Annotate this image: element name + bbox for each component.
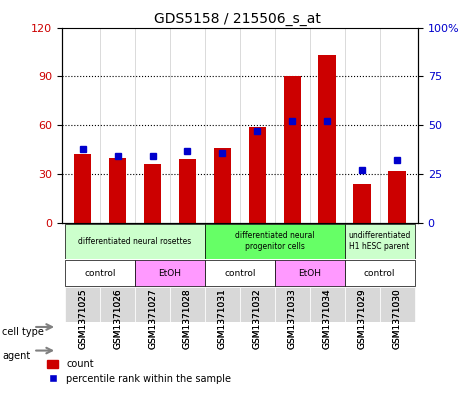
- Text: EtOH: EtOH: [159, 269, 181, 278]
- FancyBboxPatch shape: [240, 287, 275, 322]
- Bar: [74, 154, 91, 223]
- FancyBboxPatch shape: [135, 287, 170, 322]
- Legend: count, percentile rank within the sample: count, percentile rank within the sample: [43, 356, 235, 388]
- Text: GSM1371032: GSM1371032: [253, 288, 262, 349]
- FancyBboxPatch shape: [345, 224, 415, 259]
- Text: differentiated neural rosettes: differentiated neural rosettes: [78, 237, 192, 246]
- FancyBboxPatch shape: [100, 287, 135, 322]
- Text: GSM1371031: GSM1371031: [218, 288, 227, 349]
- FancyBboxPatch shape: [205, 260, 275, 286]
- Text: GSM1371029: GSM1371029: [358, 288, 367, 349]
- FancyBboxPatch shape: [380, 287, 415, 322]
- Bar: [144, 164, 162, 223]
- Text: GSM1371025: GSM1371025: [78, 288, 87, 349]
- Text: GSM1371027: GSM1371027: [148, 288, 157, 349]
- Bar: [248, 127, 266, 223]
- Text: GSM1371033: GSM1371033: [288, 288, 297, 349]
- Bar: [179, 159, 196, 223]
- Bar: [109, 158, 126, 223]
- Text: undifferentiated
H1 hESC parent: undifferentiated H1 hESC parent: [348, 231, 411, 251]
- Bar: [318, 55, 336, 223]
- FancyBboxPatch shape: [275, 260, 345, 286]
- Text: GSM1371026: GSM1371026: [113, 288, 122, 349]
- Text: GSM1371028: GSM1371028: [183, 288, 192, 349]
- Text: GSM1371029: GSM1371029: [358, 288, 367, 349]
- FancyBboxPatch shape: [170, 287, 205, 322]
- Text: GSM1371028: GSM1371028: [183, 288, 192, 349]
- Text: GSM1371034: GSM1371034: [323, 288, 332, 349]
- Text: GSM1371032: GSM1371032: [253, 288, 262, 349]
- Bar: [353, 184, 371, 223]
- Text: GDS5158 / 215506_s_at: GDS5158 / 215506_s_at: [154, 12, 321, 26]
- FancyBboxPatch shape: [275, 287, 310, 322]
- Text: GSM1371026: GSM1371026: [113, 288, 122, 349]
- Text: GSM1371034: GSM1371034: [323, 288, 332, 349]
- Text: control: control: [85, 269, 116, 278]
- Text: cell type: cell type: [2, 327, 44, 337]
- FancyBboxPatch shape: [345, 287, 380, 322]
- Text: EtOH: EtOH: [298, 269, 321, 278]
- Bar: [284, 76, 301, 223]
- FancyBboxPatch shape: [205, 287, 240, 322]
- Text: control: control: [364, 269, 395, 278]
- FancyBboxPatch shape: [65, 287, 100, 322]
- FancyBboxPatch shape: [135, 260, 205, 286]
- Text: GSM1371027: GSM1371027: [148, 288, 157, 349]
- Text: GSM1371033: GSM1371033: [288, 288, 297, 349]
- Text: control: control: [224, 269, 256, 278]
- Text: GSM1371031: GSM1371031: [218, 288, 227, 349]
- FancyBboxPatch shape: [345, 260, 415, 286]
- Text: differentiated neural
progenitor cells: differentiated neural progenitor cells: [235, 231, 314, 251]
- Text: agent: agent: [2, 351, 30, 361]
- Text: GSM1371025: GSM1371025: [78, 288, 87, 349]
- FancyBboxPatch shape: [205, 224, 345, 259]
- FancyBboxPatch shape: [65, 224, 205, 259]
- Bar: [389, 171, 406, 223]
- FancyBboxPatch shape: [310, 287, 345, 322]
- Text: GSM1371030: GSM1371030: [392, 288, 401, 349]
- FancyBboxPatch shape: [65, 260, 135, 286]
- Text: GSM1371030: GSM1371030: [392, 288, 401, 349]
- Bar: [214, 148, 231, 223]
